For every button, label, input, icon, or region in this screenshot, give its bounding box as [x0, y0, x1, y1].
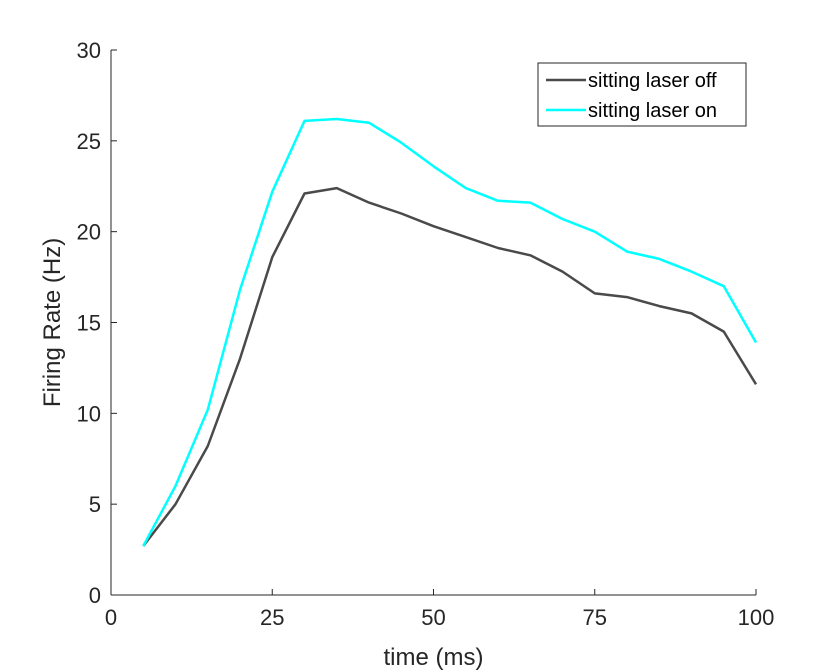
axes	[110, 49, 757, 596]
x-tick-label: 100	[738, 605, 775, 630]
y-axis-label: Firing Rate (Hz)	[39, 238, 66, 407]
x-tick-label: 0	[105, 605, 117, 630]
x-tick-label: 75	[583, 605, 607, 630]
y-tick-label: 15	[77, 311, 101, 336]
series-line-laser-off	[142, 186, 758, 547]
y-tick-label: 25	[77, 129, 101, 154]
y-tick-label: 0	[89, 583, 101, 608]
legend-label: sitting laser off	[588, 70, 717, 92]
y-tick-label: 5	[89, 492, 101, 517]
x-tick-label: 50	[421, 605, 445, 630]
y-tick-label: 20	[77, 220, 101, 245]
series-line-laser-on	[142, 117, 758, 547]
tick-labels: 0 25 50 75 100 0 5 10 15 20 25 30	[77, 38, 775, 630]
x-tick-label: 25	[260, 605, 284, 630]
legend: sitting laser off sitting laser on	[537, 62, 747, 127]
series-lines	[142, 117, 758, 547]
legend-label: sitting laser on	[588, 100, 717, 122]
y-tick-label: 30	[77, 38, 101, 63]
x-axis-label: time (ms)	[384, 644, 484, 671]
legend-box	[537, 62, 747, 127]
y-tick-label: 10	[77, 401, 101, 426]
